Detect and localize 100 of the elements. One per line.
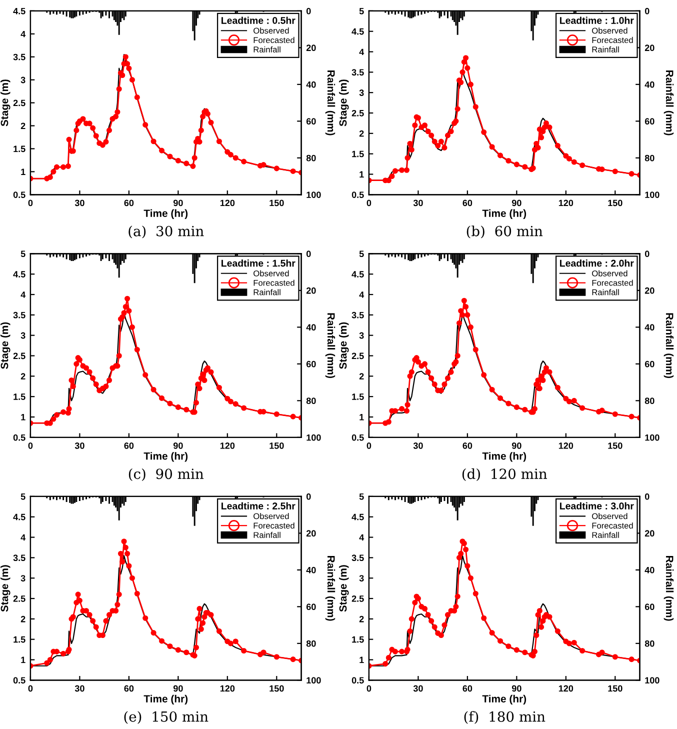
legend-label: Forecasted (592, 522, 633, 529)
x-tick-label: 60 (462, 442, 472, 449)
y-axis-title: Stage (m) (0, 80, 10, 126)
x-tick-label: 120 (220, 685, 235, 692)
legend-label: Rainfall (254, 289, 280, 296)
y2-tick-label: 0 (644, 250, 650, 258)
x-axis-title: Time (hr) (482, 209, 526, 220)
y-axis-title: Stage (m) (339, 80, 349, 126)
legend-label: Rainfall (254, 46, 280, 52)
y-tick-label: 5 (359, 8, 364, 14)
y-tick-label: 0.5 (352, 434, 364, 441)
y-tick-label: 0.5 (13, 677, 26, 684)
text: (e) 150 min (124, 711, 208, 724)
y-tick-label: 3.5 (13, 312, 26, 318)
x-tick-label: 150 (270, 442, 284, 449)
y2-tick-label: 20 (644, 530, 654, 537)
x-tick-label: 60 (124, 200, 134, 206)
y-tick-label: 3 (20, 76, 26, 84)
y-tick-label: 4.5 (13, 514, 26, 520)
legend-label: Forecasted (254, 280, 294, 286)
y-tick-label: 1.5 (352, 394, 364, 400)
y2-tick-label: 0 (306, 250, 311, 258)
x-tick-label: 30 (74, 685, 84, 692)
y2-tick-label: 100 (306, 192, 321, 198)
y-tick-label: 1 (360, 171, 364, 178)
legend-label: Rainfall (254, 532, 280, 538)
y-tick-label: 0.5 (13, 434, 26, 441)
y2-tick-label: 80 (644, 398, 654, 404)
y-tick-label: 4 (359, 48, 364, 56)
y2-axis-title: Rainfall (mm) (664, 313, 674, 378)
x-tick-label: 60 (462, 685, 472, 692)
y-tick-label: 0.5 (352, 192, 364, 198)
y-tick-label: 3.5 (352, 554, 364, 562)
x-tick-label: 0 (28, 200, 33, 206)
x-tick-label: 120 (558, 442, 574, 449)
y-tick-label: 2 (20, 373, 26, 380)
x-tick-label: 0 (366, 200, 372, 206)
y-tick-label: 2.5 (352, 352, 364, 360)
x-tick-label: 30 (74, 442, 84, 449)
legend-label: Forecasted (592, 280, 633, 286)
x-tick-label: 0 (366, 442, 372, 449)
x-tick-label: 150 (608, 442, 622, 449)
y-tick-label: 3 (20, 575, 26, 582)
y2-tick-label: 80 (644, 154, 654, 162)
y2-tick-label: 60 (644, 118, 654, 125)
y-tick-label: 1 (21, 656, 26, 664)
y2-tick-label: 100 (645, 677, 660, 684)
y2-tick-label: 60 (306, 604, 316, 610)
y2-tick-label: 40 (644, 566, 654, 574)
y2-axis-title: Rainfall (mm) (325, 556, 336, 621)
y2-tick-label: 40 (306, 81, 316, 88)
x-tick-label: 60 (124, 442, 134, 449)
y2-axis-title: Rainfall (mm) (664, 70, 674, 136)
text: (b) 60 min (466, 226, 543, 238)
x-tick-label: 30 (413, 442, 423, 449)
y-tick-label: 3.5 (13, 54, 26, 60)
y2-tick-label: 40 (644, 81, 654, 88)
y2-tick-label: 0 (644, 493, 650, 500)
legend-label: Forecasted (592, 36, 633, 44)
y-tick-label: 1.5 (14, 394, 26, 400)
y-tick-label: 4.5 (352, 28, 364, 35)
legend-title: Leadtime : 1.5hr (222, 260, 296, 267)
x-tick-label: 150 (608, 685, 622, 692)
legend-label: Forecasted (254, 522, 294, 529)
legend-label: Observed (592, 28, 628, 34)
y-tick-label: 3 (359, 332, 364, 339)
y2-tick-label: 0 (306, 8, 311, 14)
y2-tick-label: 20 (306, 530, 316, 537)
x-tick-label: 120 (220, 200, 235, 206)
y2-tick-label: 80 (306, 398, 316, 404)
x-tick-label: 60 (462, 200, 472, 206)
x-tick-label: 30 (74, 200, 84, 206)
y2-tick-label: 100 (306, 677, 321, 684)
y-axis-title: Stage (m) (0, 565, 10, 612)
y2-tick-label: 40 (306, 324, 316, 331)
y-tick-label: 4 (359, 534, 364, 541)
legend-label: Forecasted (254, 36, 294, 44)
y-tick-label: 4.5 (352, 514, 364, 520)
y-tick-label: 1.5 (352, 150, 364, 158)
y-tick-label: 2.5 (13, 595, 26, 602)
y-tick-label: 4.5 (13, 271, 26, 278)
legend-title: Leadtime : 3.0hr (560, 502, 634, 510)
x-axis-title: Time (hr) (144, 694, 188, 705)
y-tick-label: 4.5 (352, 271, 364, 278)
y-tick-label: 1.5 (352, 636, 364, 643)
y-tick-label: 2.5 (13, 100, 26, 106)
text: (f) 180 min (464, 711, 546, 724)
x-tick-label: 150 (270, 200, 284, 206)
y2-tick-label: 20 (306, 287, 316, 294)
y-tick-label: 3.5 (13, 554, 26, 562)
y2-tick-label: 80 (306, 640, 316, 647)
y2-tick-label: 20 (644, 44, 654, 52)
x-tick-label: 30 (413, 200, 423, 206)
y-tick-label: 2.5 (352, 110, 364, 116)
y-tick-label: 2.5 (352, 595, 364, 602)
y-tick-label: 1 (360, 656, 364, 664)
y2-tick-label: 60 (644, 360, 654, 368)
y-tick-label: 3.5 (352, 312, 364, 318)
y-tick-label: 5 (20, 494, 26, 500)
legend-label: Observed (592, 513, 628, 520)
